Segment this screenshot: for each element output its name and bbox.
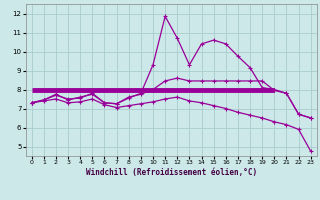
X-axis label: Windchill (Refroidissement éolien,°C): Windchill (Refroidissement éolien,°C) (86, 168, 257, 177)
